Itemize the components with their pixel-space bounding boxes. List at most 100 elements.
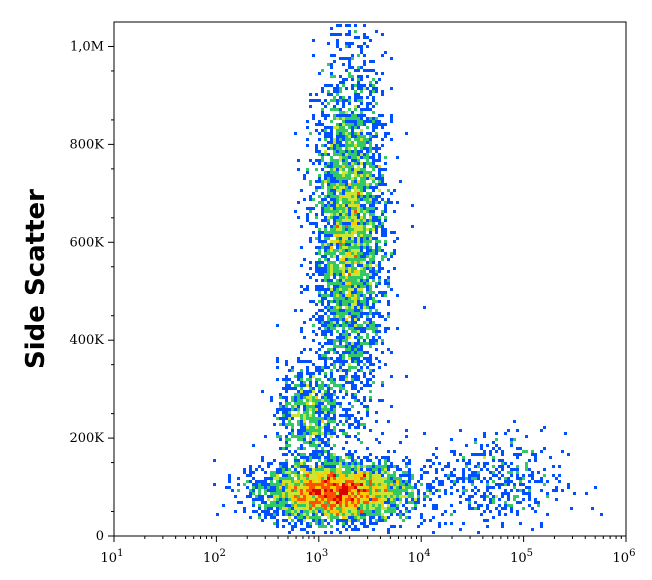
density-dot [441, 468, 444, 471]
density-dot [336, 330, 339, 333]
density-dot [363, 252, 366, 255]
density-dot [324, 177, 327, 180]
density-dot [378, 189, 381, 192]
density-dot [321, 522, 324, 525]
density-dot [348, 192, 351, 195]
density-dot [339, 117, 342, 120]
density-dot [225, 486, 228, 489]
density-dot [339, 303, 342, 306]
density-dot [318, 195, 321, 198]
density-dot [330, 207, 333, 210]
density-dot [318, 228, 321, 231]
density-dot [345, 204, 348, 207]
density-dot [468, 459, 471, 462]
density-dot [462, 489, 465, 492]
density-dot [318, 294, 321, 297]
density-dot [327, 102, 330, 105]
density-dot [270, 507, 273, 510]
density-dot [318, 315, 321, 318]
density-dot [342, 105, 345, 108]
density-dot [306, 465, 309, 468]
density-dot [330, 93, 333, 96]
density-dot [387, 276, 390, 279]
density-dot [345, 42, 348, 45]
density-dot [372, 162, 375, 165]
density-dot [327, 315, 330, 318]
density-dot [417, 480, 420, 483]
density-dot [342, 120, 345, 123]
density-dot [378, 174, 381, 177]
density-dot [354, 360, 357, 363]
density-dot [516, 468, 519, 471]
density-dot [345, 318, 348, 321]
density-dot [324, 228, 327, 231]
density-dot [477, 474, 480, 477]
density-dot [267, 486, 270, 489]
density-dot [306, 360, 309, 363]
density-dot [318, 489, 321, 492]
density-dot [381, 267, 384, 270]
density-dot [339, 291, 342, 294]
density-dot [297, 513, 300, 516]
density-dot [333, 204, 336, 207]
density-dot [252, 444, 255, 447]
density-dot [336, 309, 339, 312]
density-dot [363, 477, 366, 480]
density-dot [327, 162, 330, 165]
density-dot [303, 498, 306, 501]
density-dot [375, 177, 378, 180]
density-dot [357, 282, 360, 285]
density-dot [351, 177, 354, 180]
density-dot [339, 261, 342, 264]
density-dot [366, 219, 369, 222]
density-dot [306, 474, 309, 477]
density-dot [408, 468, 411, 471]
density-dot [321, 273, 324, 276]
density-dot [294, 459, 297, 462]
density-dot [333, 384, 336, 387]
density-dot [369, 198, 372, 201]
density-dot [333, 459, 336, 462]
density-dot [399, 474, 402, 477]
density-dot [315, 438, 318, 441]
density-dot [324, 231, 327, 234]
density-dot [366, 261, 369, 264]
density-dot [285, 363, 288, 366]
density-dot [342, 300, 345, 303]
density-dot [327, 471, 330, 474]
density-dot [354, 495, 357, 498]
density-dot [348, 525, 351, 528]
density-dot [357, 189, 360, 192]
density-dot [384, 156, 387, 159]
density-dot [390, 486, 393, 489]
density-dot [330, 147, 333, 150]
density-dot [387, 498, 390, 501]
density-dot [276, 480, 279, 483]
density-dot [363, 474, 366, 477]
density-dot [510, 441, 513, 444]
density-dot [300, 465, 303, 468]
density-dot [324, 336, 327, 339]
density-dot [381, 228, 384, 231]
density-dot [363, 399, 366, 402]
density-dot [303, 411, 306, 414]
density-dot [321, 201, 324, 204]
density-dot [300, 246, 303, 249]
density-dot [366, 102, 369, 105]
density-dot [348, 324, 351, 327]
density-dot [357, 303, 360, 306]
density-dot [324, 435, 327, 438]
density-dot [360, 489, 363, 492]
density-dot [432, 516, 435, 519]
density-dot [435, 468, 438, 471]
density-dot [342, 312, 345, 315]
density-dot [339, 231, 342, 234]
density-dot [285, 423, 288, 426]
density-dot [495, 450, 498, 453]
density-dot [375, 438, 378, 441]
density-dot [300, 504, 303, 507]
density-dot [354, 342, 357, 345]
density-dot [330, 210, 333, 213]
density-dot [459, 453, 462, 456]
density-dot [429, 483, 432, 486]
